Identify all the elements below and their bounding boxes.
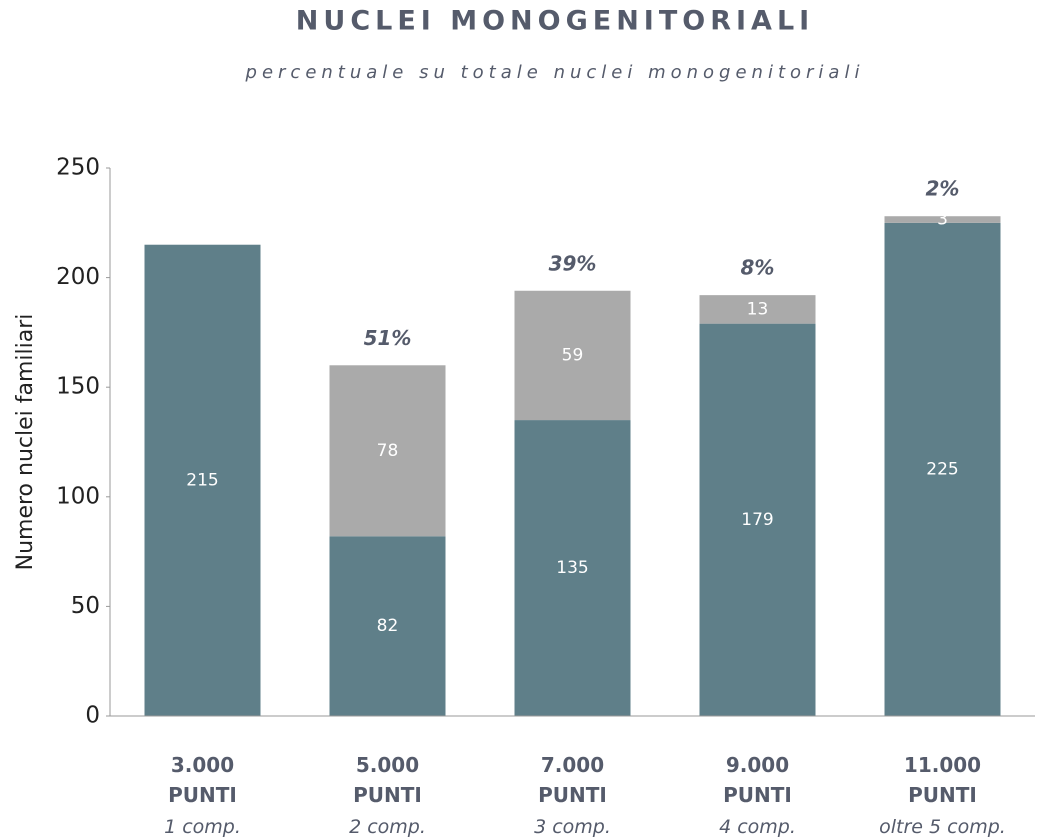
percent-label: 51% [364, 326, 412, 350]
data-label: 59 [562, 345, 584, 365]
y-tick-label: 0 [85, 703, 100, 729]
data-label: 82 [377, 616, 399, 636]
data-label: 78 [377, 441, 399, 461]
x-tick-label: 5.000 PUNTI [353, 753, 422, 807]
x-tick-label: 7.000 PUNTI [538, 753, 607, 807]
category-note: oltre 5 comp. [879, 816, 1006, 838]
category-note: 1 comp. [164, 816, 241, 838]
data-label: 3 [937, 210, 948, 230]
percent-label: 2% [926, 177, 960, 201]
data-label: 13 [747, 299, 769, 319]
y-tick-label: 200 [56, 264, 100, 290]
bar-segment [699, 323, 816, 716]
chart-title: NUCLEI MONOGENITORIALI [296, 6, 814, 37]
y-tick-label: 250 [56, 155, 100, 181]
category-note: 4 comp. [719, 816, 796, 838]
bar-segment [144, 244, 261, 716]
bar-segment [514, 420, 631, 716]
y-tick-label: 100 [56, 483, 100, 509]
bar-segment [329, 365, 446, 537]
bar-segment [884, 222, 1001, 717]
x-tick-label: 3.000 PUNTI [168, 753, 237, 807]
bar-segment [514, 290, 631, 421]
x-tick-label: 11.000 PUNTI [903, 753, 982, 807]
data-label: 179 [741, 510, 773, 530]
bar-segment [699, 295, 816, 324]
y-axis-label: Numero nuclei familiari [13, 314, 38, 571]
bar-segment [329, 536, 446, 716]
percent-label: 39% [549, 251, 597, 275]
category-note: 2 comp. [349, 816, 426, 838]
data-label: 225 [926, 459, 958, 479]
category-note: 3 comp. [534, 816, 611, 838]
data-label: 135 [556, 558, 588, 578]
y-tick-label: 150 [56, 374, 100, 400]
bar-segment [884, 216, 1001, 223]
y-tick-label: 50 [71, 593, 100, 619]
x-tick-label: 9.000 PUNTI [723, 753, 792, 807]
data-label: 215 [186, 470, 218, 490]
chart-subtitle: percentuale su totale nuclei monogenitor… [245, 62, 865, 83]
percent-label: 8% [741, 256, 775, 280]
